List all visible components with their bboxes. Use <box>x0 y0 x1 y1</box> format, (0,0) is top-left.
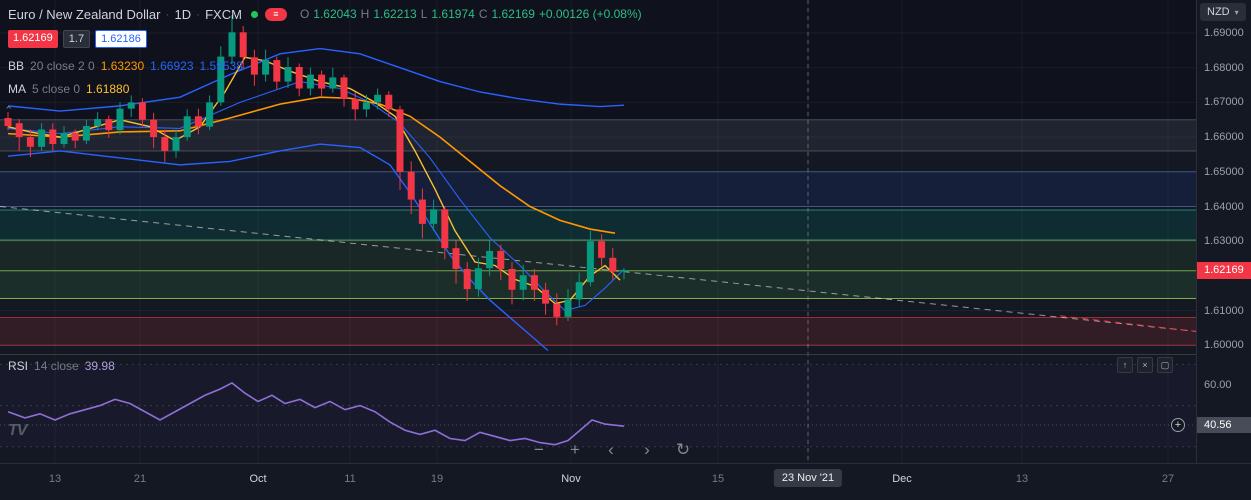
add-alert-plus-icon[interactable]: + <box>1171 418 1185 432</box>
price-axis-border <box>1196 0 1197 463</box>
alert-flag-icon[interactable]: ≡ <box>264 7 287 21</box>
pane-move-up-button[interactable]: ↑ <box>1117 357 1133 373</box>
scroll-right-button[interactable]: › <box>644 440 650 459</box>
open-label: O <box>299 7 310 21</box>
ma-indicator-legend[interactable]: MA 5 close 0 1.61880 <box>8 82 642 96</box>
pane-maximize-button[interactable]: ▢ <box>1157 357 1173 373</box>
price-axis-label: 1.60000 <box>1204 339 1244 352</box>
bb-name: BB <box>8 59 25 74</box>
open-value: 1.62043 <box>313 7 357 21</box>
time-axis-label: Nov <box>561 473 581 485</box>
ma-name: MA <box>8 82 26 97</box>
price-tags-row: 1.62169 1.7 1.62186 <box>8 30 642 49</box>
rsi-axis-label: 60.00 <box>1204 379 1232 391</box>
time-axis-label: 13 <box>1015 473 1029 485</box>
time-axis-label: 13 <box>48 473 62 485</box>
pane-divider[interactable] <box>0 354 1251 355</box>
pane-close-button[interactable]: × <box>1137 357 1153 373</box>
time-axis-label: 15 <box>711 473 725 485</box>
main-legend: Euro / New Zealand Dollar · 1D · FXCM ≡ … <box>8 5 642 96</box>
bb-upper-value: 1.66923 <box>150 59 194 74</box>
low-value: 1.61974 <box>431 7 475 21</box>
separator-dot: · <box>165 7 170 21</box>
flag-glyph: ≡ <box>273 8 279 19</box>
rsi-name: RSI <box>8 359 29 373</box>
time-axis[interactable]: 13 21 Oct 11 19 Nov 15 23 Nov '21 Dec 13 27 <box>0 463 1251 500</box>
price-axis-label: 1.68000 <box>1204 61 1244 74</box>
close-value: 1.62169 <box>491 7 535 21</box>
ma-value: 1.61880 <box>86 82 130 97</box>
alert-price-tag[interactable]: 1.62169 <box>8 30 58 49</box>
rsi-value: 39.98 <box>84 359 115 373</box>
currency-label: NZD <box>1207 6 1230 18</box>
time-axis-label: 21 <box>133 473 147 485</box>
time-axis-label: 11 <box>344 473 356 485</box>
crosshair-date-label: 23 Nov '21 <box>773 469 843 487</box>
current-price-label: 1.62169 <box>1197 262 1251 280</box>
close-label: C <box>478 7 488 21</box>
bb-basis-value: 1.63230 <box>100 59 145 74</box>
separator-dot: · <box>196 7 201 21</box>
time-axis-label: 19 <box>430 473 444 485</box>
price-axis-label: 1.61000 <box>1204 304 1244 317</box>
indicator-price-tag[interactable]: 1.62186 <box>95 30 147 49</box>
zoom-out-button[interactable]: − <box>534 440 544 459</box>
price-axis-label: 1.64000 <box>1204 200 1244 213</box>
time-axis-label: 27 <box>1161 473 1175 485</box>
price-axis-label: 1.66000 <box>1204 131 1244 144</box>
market-open-status-icon[interactable] <box>250 10 258 18</box>
high-label: H <box>360 7 370 21</box>
time-axis-label: Dec <box>892 473 912 485</box>
reset-chart-button[interactable]: ↻ <box>675 440 691 459</box>
symbol-title[interactable]: Euro / New Zealand Dollar <box>8 6 161 22</box>
current-rsi-label: 40.56 <box>1197 416 1251 433</box>
high-value: 1.62213 <box>373 7 417 21</box>
level-price-tag[interactable]: 1.7 <box>62 30 91 49</box>
chart-navigation-toolbar: − + ‹ › ↻ <box>528 440 694 460</box>
time-axis-label: Oct <box>249 473 267 485</box>
bb-params: 20 close 2 0 <box>30 59 95 74</box>
bb-lower-value: 1.59538 <box>199 59 243 74</box>
legend-collapse-icon[interactable]: ⌃ <box>4 105 14 117</box>
timeframe-label[interactable]: 1D <box>174 6 192 22</box>
price-axis-label: 1.65000 <box>1204 165 1244 178</box>
ohlc-readout: O 1.62043 H 1.62213 L 1.61974 C 1.62169 … <box>300 7 642 21</box>
price-axis-label: 1.69000 <box>1204 27 1244 39</box>
price-axis-label: 1.67000 <box>1204 96 1244 109</box>
rsi-pane-controls: ↑ × ▢ <box>1117 357 1173 373</box>
change-value: +0.00126 (+0.08%) <box>538 7 642 21</box>
symbol-row: Euro / New Zealand Dollar · 1D · FXCM ≡ … <box>8 5 642 23</box>
tradingview-logo[interactable]: TV <box>8 422 27 439</box>
zoom-in-button[interactable]: + <box>570 440 580 459</box>
scroll-left-button[interactable]: ‹ <box>608 440 614 459</box>
chevron-down-icon: ▾ <box>1234 7 1239 17</box>
bb-indicator-legend[interactable]: BB 20 close 2 0 1.63230 1.66923 1.59538 <box>8 59 642 73</box>
ma-params: 5 close 0 <box>32 82 81 97</box>
rsi-params: 14 close <box>34 359 79 373</box>
low-label: L <box>420 7 428 21</box>
chart-canvas[interactable] <box>0 0 1196 463</box>
currency-selector-button[interactable]: NZD ▾ <box>1200 3 1246 21</box>
exchange-label[interactable]: FXCM <box>205 6 242 22</box>
price-axis-label: 1.63000 <box>1204 235 1244 248</box>
price-axis[interactable]: 1.69000 1.68000 1.67000 1.66000 1.65000 1.640… <box>1197 0 1251 463</box>
rsi-indicator-legend[interactable]: RSI 14 close 39.98 <box>8 359 115 373</box>
